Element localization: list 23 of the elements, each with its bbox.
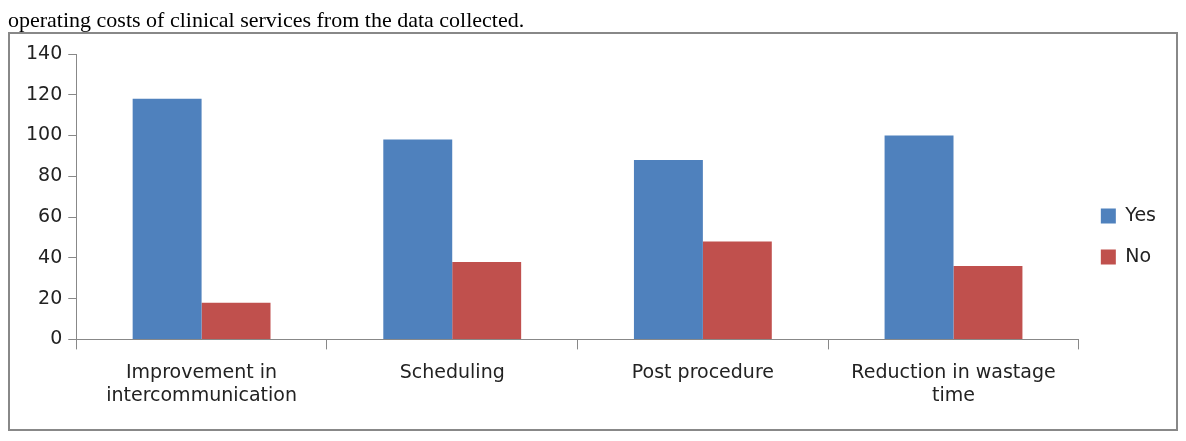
bar <box>201 302 271 339</box>
y-tick-label: 120 <box>26 81 63 104</box>
legend-label: No <box>1125 243 1152 266</box>
bar <box>702 241 772 339</box>
y-tick-label: 80 <box>38 163 63 186</box>
bar <box>132 98 202 339</box>
y-tick-label: 140 <box>26 40 63 63</box>
y-tick-label: 0 <box>50 326 63 349</box>
y-tick-label: 60 <box>38 204 63 227</box>
y-tick-label: 40 <box>38 244 63 267</box>
bar <box>884 135 954 339</box>
y-tick-label: 100 <box>26 122 63 145</box>
bar <box>383 139 453 339</box>
x-tick-label: Scheduling <box>399 359 505 382</box>
bar <box>953 266 1023 339</box>
text: operating costs of clinical services from the data collected. <box>8 7 526 32</box>
bar <box>452 261 522 339</box>
x-tick-label: Improvement in intercommunication <box>106 359 297 405</box>
y-tick-label: 20 <box>38 285 63 308</box>
bar <box>633 160 703 339</box>
x-tick-label: Reduction in wastage time <box>851 359 1056 405</box>
x-tick-label: Post procedure <box>631 359 774 382</box>
legend-label: Yes <box>1124 202 1156 225</box>
